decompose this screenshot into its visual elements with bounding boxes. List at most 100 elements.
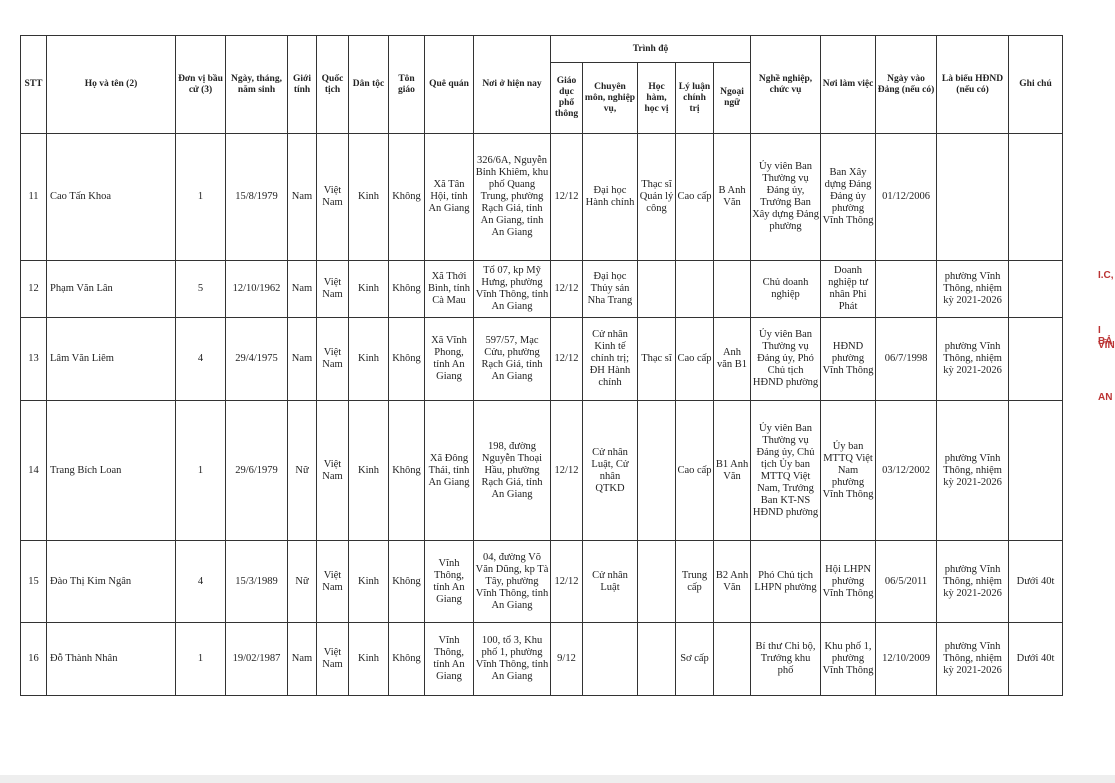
table-cell: Trung cấp (675, 540, 714, 623)
table-cell: phường Vĩnh Thông, nhiệm kỳ 2021-2026 (936, 540, 1010, 623)
table-cell: Việt Nam (316, 317, 349, 401)
table-cell: Đào Thị Kim Ngân (46, 540, 176, 623)
table-cell: 29/4/1975 (225, 317, 288, 401)
table-cell: Cử nhân Luật, Cử nhân QTKD (582, 400, 638, 541)
table-row: 15 Đào Thị Kim Ngân 4 15/3/1989 Nữ Việt Nam Ki… (20, 540, 1064, 623)
table-cell: 29/6/1979 (225, 400, 288, 541)
table-cell: 326/6A, Nguyễn Bỉnh Khiêm, khu phố Quang… (473, 133, 551, 261)
table-cell (1008, 400, 1064, 541)
table-cell: 19/02/1987 (225, 622, 288, 696)
page-edge (0, 775, 1115, 783)
table-cell: Thạc sĩ Quản lý công (637, 133, 676, 261)
table-cell: 15/8/1979 (225, 133, 288, 261)
column-header: Ngày vào Đảng (nếu có) (875, 35, 938, 134)
table-cell: Nam (287, 622, 317, 696)
header-row: Giáo dục phổ thông Chuyên môn, nghiệp vụ,… (21, 62, 1063, 134)
table-cell: Kinh (348, 540, 389, 623)
table-cell: Thạc sĩ (637, 317, 676, 401)
table-row: 11 Cao Tấn Khoa 1 15/8/1979 Nam Việt Nam Kinh K… (20, 133, 1064, 261)
table-cell: phường Vĩnh Thông, nhiệm kỳ 2021-2026 (936, 317, 1010, 401)
table-cell: B1 Anh Văn (712, 400, 752, 541)
table-cell: Ủy viên Ban Thường vụ Đảng ủy, Phó Chủ t… (750, 317, 822, 401)
column-header: Học hàm, học vị (637, 62, 676, 134)
table-cell: Cao Tấn Khoa (46, 133, 176, 261)
table-cell: Tổ 07, kp Mỹ Hưng, phường Vĩnh Thông, tỉ… (473, 260, 551, 318)
table-cell: Trang Bích Loan (46, 400, 176, 541)
table-cell: Nam (287, 133, 317, 261)
table-cell: 12 (20, 260, 47, 318)
table-cell (712, 260, 752, 318)
table-cell (936, 133, 1010, 261)
table-cell: Anh văn B1 (712, 317, 752, 401)
table-cell: 5 (175, 260, 226, 318)
column-header: STT (20, 35, 47, 134)
table-cell (637, 540, 676, 623)
table-cell: 06/7/1998 (875, 317, 938, 401)
table-cell: Xã Đông Thái, tỉnh An Giang (424, 400, 474, 541)
table-cell: Kinh (348, 317, 389, 401)
table-cell: 03/12/2002 (875, 400, 938, 541)
table-cell: Kinh (348, 260, 389, 318)
table-cell: 13 (20, 317, 47, 401)
edge-fragment: I BẢ (1098, 325, 1113, 347)
table-cell: Vĩnh Thông, tỉnh An Giang (424, 540, 474, 623)
table-cell: Đại học Thủy sản Nha Trang (582, 260, 638, 318)
table-cell: 12/10/2009 (875, 622, 938, 696)
table-cell: 9/12 (550, 622, 583, 696)
table-cell: 4 (175, 540, 226, 623)
table-cell (712, 622, 752, 696)
table-cell: Ủy viên Ban Thường vụ Đảng ủy, Trưởng Ba… (750, 133, 822, 261)
table-cell: Phó Chủ tịch LHPN phường (750, 540, 822, 623)
table-cell: 14 (20, 400, 47, 541)
table-cell: Cao cấp (675, 400, 714, 541)
table-cell: 06/5/2011 (875, 540, 938, 623)
table-cell: Vĩnh Thông, tỉnh An Giang (424, 622, 474, 696)
table-cell: 11 (20, 133, 47, 261)
table-cell: Không (388, 540, 425, 623)
table-cell: phường Vĩnh Thông, nhiệm kỳ 2021-2026 (936, 622, 1010, 696)
column-header: Chuyên môn, nghiệp vụ, (582, 62, 638, 134)
column-header: Ngày, tháng, năm sinh (225, 35, 288, 134)
table-cell: 1 (175, 622, 226, 696)
table-cell (1008, 133, 1064, 261)
table-cell: Đại học Hành chính (582, 133, 638, 261)
table-cell: Không (388, 260, 425, 318)
table-cell: Không (388, 622, 425, 696)
table-cell: Ủy ban MTTQ Việt Nam phường Vĩnh Thông (820, 400, 877, 541)
edge-fragment: VĨNH (1098, 340, 1115, 351)
table-cell: Việt Nam (316, 133, 349, 261)
table-cell: Lâm Văn Liêm (46, 317, 176, 401)
column-header: Lý luận chính trị (675, 62, 714, 134)
candidate-table: STT Họ và tên (2) Đơn vị bầu cử (3) Ngày, t… (20, 35, 1064, 696)
table-cell: HĐND phường Vĩnh Thông (820, 317, 877, 401)
table-cell: 597/57, Mạc Cửu, phường Rạch Giá, tỉnh A… (473, 317, 551, 401)
group-header: Trình độ (549, 35, 752, 63)
table-header: STT Họ và tên (2) Đơn vị bầu cử (3) Ngày, t… (20, 35, 1064, 134)
column-header: Ngoại ngữ (712, 62, 752, 134)
table-cell: 12/10/1962 (225, 260, 288, 318)
column-header: Giáo dục phổ thông (550, 62, 583, 134)
table-cell: Nữ (287, 400, 317, 541)
table-cell: Việt Nam (316, 260, 349, 318)
table-row: 13 Lâm Văn Liêm 4 29/4/1975 Nam Việt Nam Kinh K… (20, 317, 1064, 401)
table-cell: 04, đường Võ Văn Dũng, kp Tà Tây, phường… (473, 540, 551, 623)
table-cell: 12/12 (550, 317, 583, 401)
table-cell (1008, 260, 1064, 318)
table-cell: 4 (175, 317, 226, 401)
table-row: 12 Phạm Văn Lân 5 12/10/1962 Nam Việt Nam Kinh… (20, 260, 1064, 318)
table-cell: 15 (20, 540, 47, 623)
column-header: Dân tộc (348, 35, 389, 134)
table-cell (637, 622, 676, 696)
table-cell: Việt Nam (316, 400, 349, 541)
table-cell: 01/12/2006 (875, 133, 938, 261)
table-cell: 198, đường Nguyễn Thoại Hầu, phường Rạch… (473, 400, 551, 541)
column-header: Là biểu HĐND (nếu có) (936, 35, 1010, 134)
table-cell: Bí thư Chi bộ, Trưởng khu phố (750, 622, 822, 696)
column-header: Nghề nghiệp, chức vụ (750, 35, 822, 134)
table-cell: 1 (175, 400, 226, 541)
table-cell: Cao cấp (675, 317, 714, 401)
header-row: STT Họ và tên (2) Đơn vị bầu cử (3) Ngày, t… (20, 35, 1064, 134)
table-cell: Ban Xây dựng Đảng Đảng ủy phường Vĩnh Th… (820, 133, 877, 261)
table-cell: Xã Vĩnh Phong, tỉnh An Giang (424, 317, 474, 401)
